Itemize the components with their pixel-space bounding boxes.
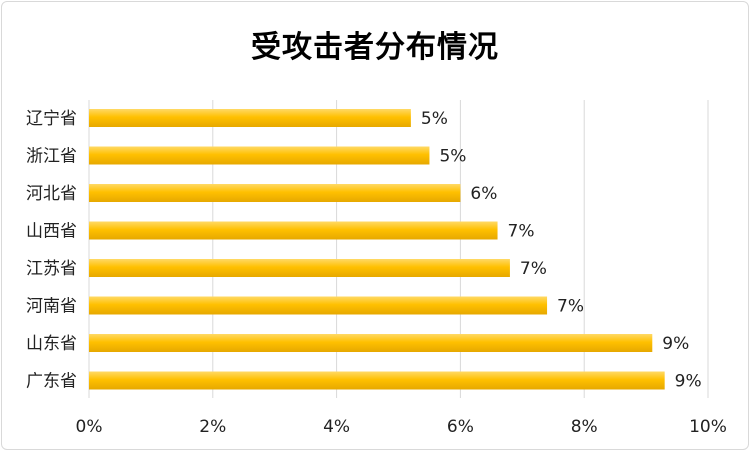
x-tick-label: 6% xyxy=(447,417,474,437)
bar xyxy=(89,334,653,352)
data-label: 7% xyxy=(557,297,584,317)
category-label: 山东省 xyxy=(26,334,77,354)
data-label: 7% xyxy=(520,259,547,279)
bar xyxy=(89,184,461,202)
bar xyxy=(89,146,430,165)
x-tick-label: 4% xyxy=(323,417,350,437)
bar xyxy=(89,221,498,240)
x-tick-label: 8% xyxy=(571,417,598,437)
category-label: 河南省 xyxy=(26,297,77,317)
data-label: 9% xyxy=(662,334,689,354)
data-label: 5% xyxy=(421,109,448,129)
bar xyxy=(89,259,510,277)
data-label: 7% xyxy=(508,222,535,242)
data-label: 5% xyxy=(439,147,466,167)
data-label: 6% xyxy=(470,184,497,204)
category-label: 河北省 xyxy=(26,184,77,204)
bar xyxy=(89,109,411,127)
x-tick-label: 2% xyxy=(199,417,226,437)
bar xyxy=(89,371,665,390)
bar xyxy=(89,296,548,315)
category-label: 江苏省 xyxy=(26,259,77,279)
category-label: 山西省 xyxy=(26,222,77,242)
category-label: 浙江省 xyxy=(26,147,77,167)
chart-title: 受攻击者分布情况 xyxy=(251,30,499,65)
category-label: 广东省 xyxy=(26,372,77,392)
category-label: 辽宁省 xyxy=(26,109,77,129)
x-tick-label: 0% xyxy=(76,417,103,437)
x-tick-label: 10% xyxy=(689,417,727,437)
data-label: 9% xyxy=(675,372,702,392)
